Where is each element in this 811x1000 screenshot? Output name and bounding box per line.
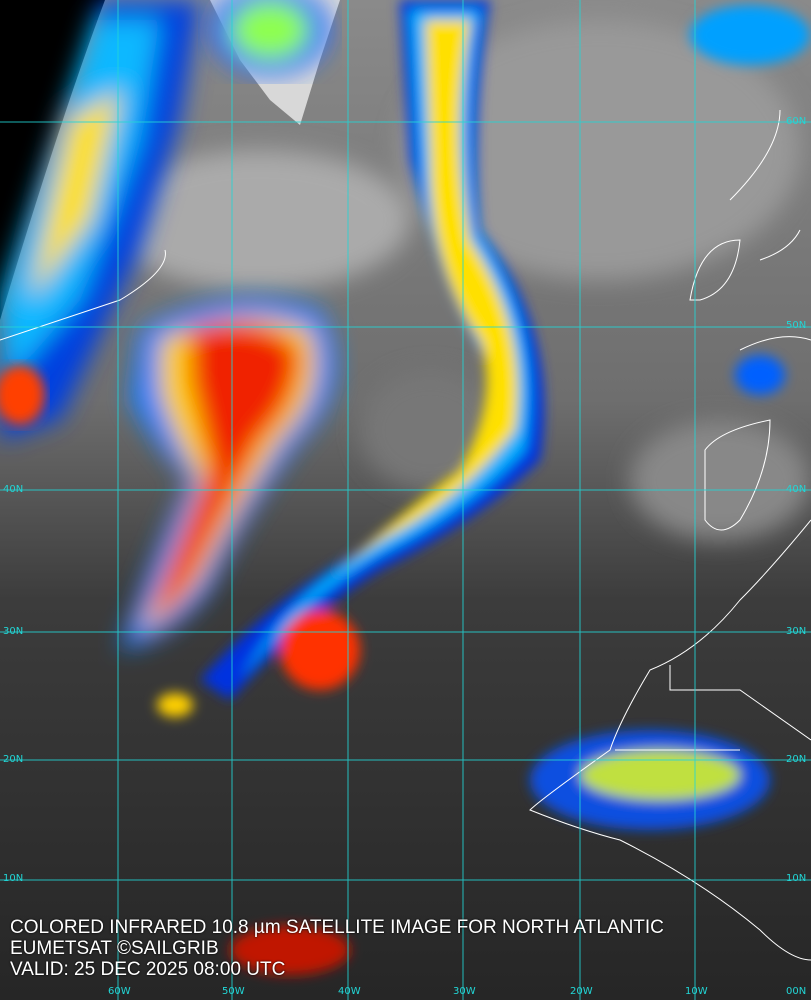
caption-valid-time: VALID: 25 DEC 2025 08:00 UTC	[10, 959, 286, 980]
lon-label: 60W	[108, 986, 131, 997]
lat-label: 20N	[3, 754, 24, 765]
caption-title: COLORED INFRARED 10.8 µm SATELLITE IMAGE…	[10, 917, 664, 938]
space-corner	[0, 0, 105, 320]
caption-source: EUMETSAT ©SAILGRIB	[10, 938, 219, 959]
lat-label: 10N	[3, 873, 24, 884]
lon-label: 40W	[338, 986, 361, 997]
lon-label: 30W	[453, 986, 476, 997]
lat-label: 60N	[786, 116, 807, 127]
lat-label: 50N	[786, 320, 807, 331]
lat-label: 10N	[786, 873, 807, 884]
cloud-front	[200, 0, 544, 700]
lat-label: 30N	[786, 626, 807, 637]
lat-label: 30N	[3, 626, 24, 637]
lat-label: 20N	[786, 754, 807, 765]
cloud-gray	[110, 20, 810, 540]
lat-label: 40N	[786, 484, 807, 495]
lon-label: 10W	[685, 986, 708, 997]
cloud-storm	[120, 298, 336, 650]
lon-label: 50W	[222, 986, 245, 997]
lat-label: 40N	[3, 484, 24, 495]
lon-label: 20W	[570, 986, 593, 997]
cloud-canada	[0, 0, 200, 440]
coastlines	[0, 109, 811, 961]
lon-label: 00N	[786, 986, 807, 997]
